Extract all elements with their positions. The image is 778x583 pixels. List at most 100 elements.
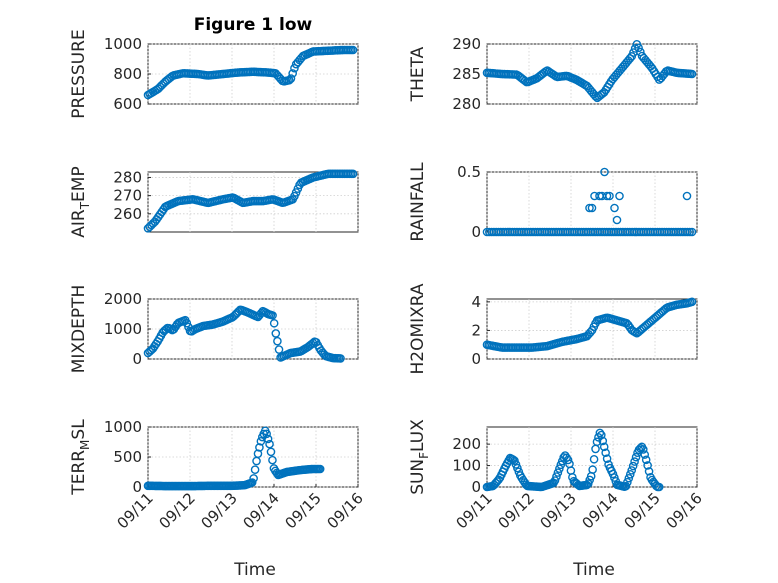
data-point xyxy=(249,474,258,483)
y-tick-label: 1000 xyxy=(104,320,142,338)
data-point xyxy=(550,476,560,485)
data-point xyxy=(600,167,609,177)
data-point xyxy=(643,461,652,470)
x-tick-label: 09/14 xyxy=(240,489,283,532)
x-tick-label: 09/12 xyxy=(495,489,538,532)
y-tick-label: 2 xyxy=(471,321,481,339)
axes-terr_msl: 0500100009/1109/1209/1309/1409/1509/16Ti… xyxy=(69,418,367,580)
data-point xyxy=(273,336,282,346)
data-point xyxy=(625,470,635,479)
y-axis-label: MIXDEPTH xyxy=(69,285,89,374)
data-point xyxy=(336,354,345,363)
data-point xyxy=(644,467,654,476)
y-tick-label: 2000 xyxy=(104,290,142,308)
data-point xyxy=(640,450,650,459)
data-point xyxy=(253,449,263,458)
data-point xyxy=(602,454,612,463)
axes-h2omixra: 0 2 4 H2OMIXRA xyxy=(408,283,698,375)
y-tick-label: 280 xyxy=(113,168,142,186)
data-point xyxy=(269,318,279,328)
y-tick-label: 1000 xyxy=(104,418,142,436)
x-tick-label: 09/15 xyxy=(282,489,325,532)
axes-theta: 280 285 290 THETA xyxy=(408,35,698,113)
series-pressure xyxy=(143,45,358,100)
series-rainfall xyxy=(482,167,697,237)
y-tick-label: 260 xyxy=(113,205,142,223)
data-point xyxy=(628,461,638,471)
y-axis-label: THETA xyxy=(408,46,428,102)
data-point xyxy=(274,345,284,354)
data-point xyxy=(610,203,619,213)
y-tick-label: 0 xyxy=(132,478,142,496)
data-point xyxy=(599,442,609,452)
data-point xyxy=(553,468,563,477)
data-point xyxy=(605,191,614,201)
data-point xyxy=(288,69,298,78)
x-tick-label: 09/14 xyxy=(579,489,622,532)
y-axis-label: RAINFALL xyxy=(408,162,428,242)
data-point xyxy=(654,482,664,492)
data-point xyxy=(348,169,358,179)
data-point xyxy=(268,311,277,320)
y-tick-label: 500 xyxy=(113,448,142,466)
y-tick-label: 280 xyxy=(452,95,481,113)
data-point xyxy=(621,481,631,491)
data-point xyxy=(271,329,281,338)
data-point xyxy=(627,466,637,475)
y-tick-label: 1000 xyxy=(104,35,142,53)
axes-mixdepth: 0 1000 2000 MIXDEPTH xyxy=(69,285,359,374)
data-point xyxy=(265,439,274,449)
data-point xyxy=(592,437,602,447)
y-tick-label: 285 xyxy=(452,65,481,83)
y-axis-label: H2OMIXRA xyxy=(408,283,428,374)
data-point xyxy=(595,428,605,438)
y-axis-label: PRESSURE xyxy=(69,29,89,118)
y-tick-label: 100 xyxy=(452,457,481,475)
data-point xyxy=(641,455,651,465)
series-terr_msl xyxy=(143,426,325,491)
data-point xyxy=(615,191,624,201)
data-point xyxy=(250,465,260,475)
data-point xyxy=(630,457,639,466)
data-point xyxy=(563,455,573,465)
data-point xyxy=(552,472,561,481)
y-tick-label: 0 xyxy=(471,478,481,496)
x-tick-label: 09/13 xyxy=(198,489,241,532)
y-tick-label: 270 xyxy=(113,187,142,205)
plot-area xyxy=(486,171,698,233)
data-point xyxy=(623,477,632,487)
axes-rainfall: 0 0.5 RAINFALL xyxy=(408,162,698,242)
y-tick-label: 0 xyxy=(132,350,142,368)
x-tick-label: 09/13 xyxy=(537,489,580,532)
data-point xyxy=(602,191,612,201)
series-air_temp xyxy=(143,169,358,233)
y-tick-label: 600 xyxy=(113,95,142,113)
series-theta xyxy=(482,40,697,103)
data-point xyxy=(256,436,266,446)
data-point xyxy=(612,215,622,225)
data-point xyxy=(182,318,192,328)
x-tick-label: 09/15 xyxy=(621,489,664,532)
x-tick-label: 09/12 xyxy=(156,489,199,532)
data-point xyxy=(255,443,264,452)
y-axis-label: AIRTEMP xyxy=(69,166,92,237)
y-tick-label: 200 xyxy=(452,435,481,453)
y-tick-label: 0.5 xyxy=(457,163,481,181)
data-point xyxy=(308,338,318,348)
data-point xyxy=(634,43,643,53)
data-point xyxy=(559,453,568,462)
data-point xyxy=(682,191,692,201)
data-point xyxy=(266,447,276,457)
axes-sun_flux: 010020009/1109/1209/1309/1409/1509/16Tim… xyxy=(408,419,706,580)
data-point xyxy=(315,464,325,474)
data-point xyxy=(687,227,697,237)
series-mixdepth xyxy=(143,305,345,363)
y-axis-label: TERRMSL xyxy=(69,419,92,496)
data-point xyxy=(624,473,634,483)
y-tick-label: 0 xyxy=(471,350,481,368)
y-tick-label: 4 xyxy=(471,293,481,311)
data-point xyxy=(284,75,294,85)
series-sun_flux xyxy=(482,428,664,492)
data-point xyxy=(589,454,599,464)
x-axis-label: Time xyxy=(233,560,276,580)
